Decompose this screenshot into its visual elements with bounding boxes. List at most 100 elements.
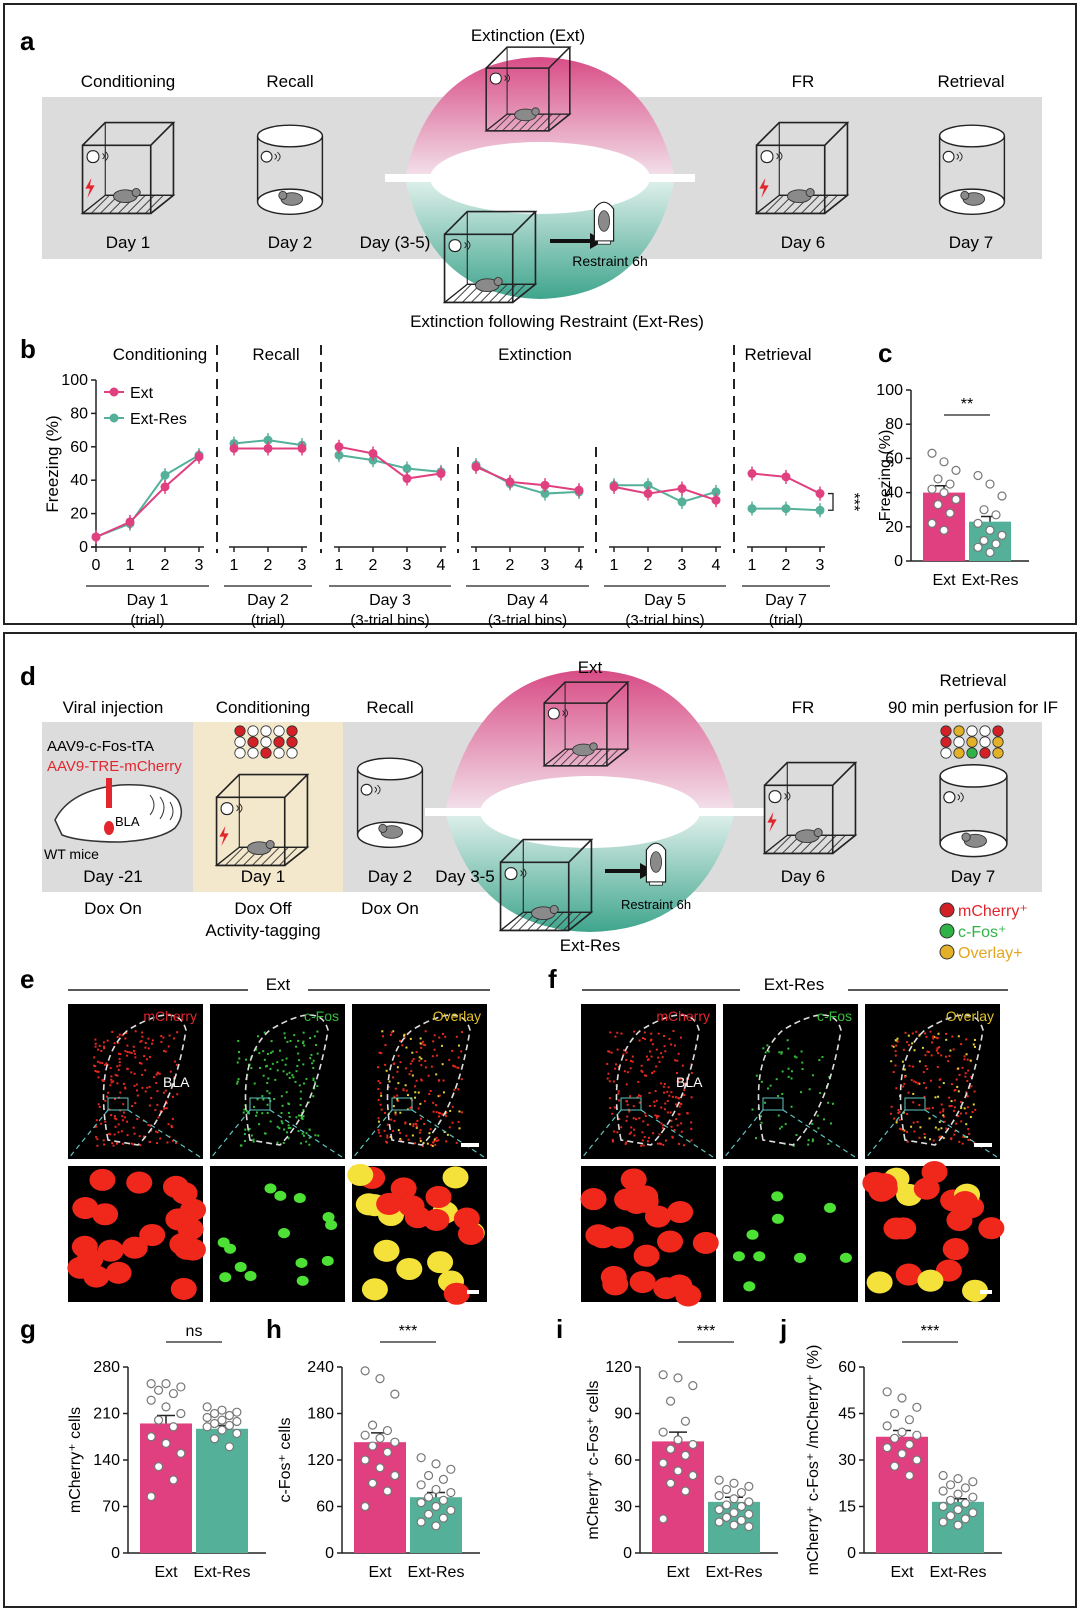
cell-pixel (822, 1118, 825, 1121)
cell-pixel (780, 1125, 783, 1128)
cell-pixel (311, 1062, 314, 1065)
cell-pixel (677, 1142, 680, 1145)
cell-pixel (626, 1103, 629, 1106)
cell-blob (657, 1230, 684, 1253)
cell-pixel (274, 1078, 277, 1081)
cell-dot (992, 725, 1004, 737)
cell-pixel (913, 1130, 916, 1133)
cell-pixel (971, 1110, 974, 1113)
day-label-d1: Day -21 (83, 867, 143, 886)
dox-off: Dox Off (234, 899, 292, 918)
cell-pixel (423, 1100, 426, 1103)
cell-pixel (308, 1136, 311, 1139)
ext-data-point (540, 480, 550, 490)
ext-data-point (471, 462, 481, 472)
zoom-box (391, 1097, 413, 1111)
cell-pixel (808, 1088, 811, 1091)
cell-pixel (628, 1132, 631, 1135)
zoom-guide (580, 1109, 622, 1160)
x-tick-label: 4 (575, 557, 584, 574)
cell-pixel (111, 1142, 114, 1145)
cell-pixel (292, 1076, 295, 1079)
cell-pixel (781, 1093, 784, 1096)
cell-pixel (966, 1136, 969, 1139)
cell-pixel (424, 1044, 427, 1047)
cell-blob (390, 1177, 417, 1200)
data-point (882, 1442, 892, 1453)
data-point (416, 1517, 426, 1527)
cell-pixel (126, 1054, 129, 1057)
cell-pixel (943, 1120, 946, 1123)
data-point (375, 1374, 385, 1384)
cell-pixel (800, 1050, 803, 1053)
bla-outline (757, 1014, 842, 1146)
cell-pixel (666, 1090, 669, 1093)
cell-pixel (630, 1126, 633, 1129)
restrainer-icon (593, 201, 615, 245)
cell-pixel (134, 1056, 137, 1059)
cell-blob (675, 1284, 702, 1307)
cell-pixel (285, 1091, 288, 1094)
cell-pixel (651, 1043, 654, 1046)
cell-pixel (918, 1082, 921, 1085)
y-tick-label: 120 (605, 1359, 632, 1376)
cell-blob (170, 1277, 197, 1300)
cell-pixel (404, 1121, 407, 1124)
significance-label: *** (921, 1323, 940, 1340)
data-point (438, 1474, 449, 1484)
cell-pixel (160, 1035, 163, 1038)
cell-pixel (607, 1050, 610, 1053)
x-tick-label: 2 (369, 557, 378, 574)
cell-pixel (377, 1129, 380, 1132)
zoom-box (762, 1097, 784, 1111)
cell-pixel (913, 1049, 916, 1052)
cell-pixel (955, 1078, 958, 1081)
cell-pixel (942, 1082, 945, 1085)
data-point (933, 474, 943, 484)
ext-data-point (747, 469, 757, 479)
cell-pixel (134, 1102, 137, 1105)
cell-pixel (155, 1073, 158, 1076)
data-point (968, 1492, 978, 1502)
cell-pixel (266, 1081, 269, 1084)
data-point (360, 1430, 370, 1440)
cell-pixel (397, 1082, 400, 1085)
cell-pixel (960, 1120, 963, 1123)
cell-dot (286, 736, 298, 748)
extres-label-d: Ext-Res (560, 936, 620, 955)
ext-data-point (297, 443, 307, 453)
cell-pixel (387, 1086, 390, 1089)
cell-pixel (411, 1134, 414, 1137)
data-point (146, 1432, 156, 1442)
cell-pixel (396, 1098, 399, 1101)
cell-pixel (907, 1034, 910, 1037)
cell-dot (273, 736, 285, 748)
cell-pixel (933, 1035, 936, 1038)
cell-pixel (918, 1060, 921, 1063)
cell-pixel (399, 1138, 402, 1141)
cell-pixel (939, 1078, 942, 1081)
cell-pixel (402, 1088, 405, 1091)
cell-pixel (957, 1035, 960, 1038)
data-point (939, 457, 949, 467)
cell-pixel (105, 1062, 108, 1065)
cell-blob (425, 1185, 452, 1209)
cell-blob (165, 1208, 192, 1231)
y-tick-label: 60 (70, 439, 88, 456)
cell-pixel (405, 1134, 408, 1137)
cell-pixel (662, 1035, 665, 1038)
cell-pixel (923, 1136, 926, 1139)
cell-dot (260, 736, 272, 748)
cell-blob (219, 1272, 232, 1283)
cell-pixel (811, 1074, 814, 1077)
data-point (161, 1438, 171, 1448)
cell-blob (234, 1261, 247, 1273)
cell-pixel (675, 1118, 678, 1121)
cell-pixel (614, 1067, 617, 1070)
cell-blob (921, 1161, 948, 1184)
legend-label-ext: Ext (130, 385, 154, 402)
micrograph-top-overlay (352, 1004, 487, 1159)
cell-pixel (149, 1124, 152, 1127)
cell-pixel (632, 1117, 635, 1120)
data-point (224, 1442, 235, 1452)
